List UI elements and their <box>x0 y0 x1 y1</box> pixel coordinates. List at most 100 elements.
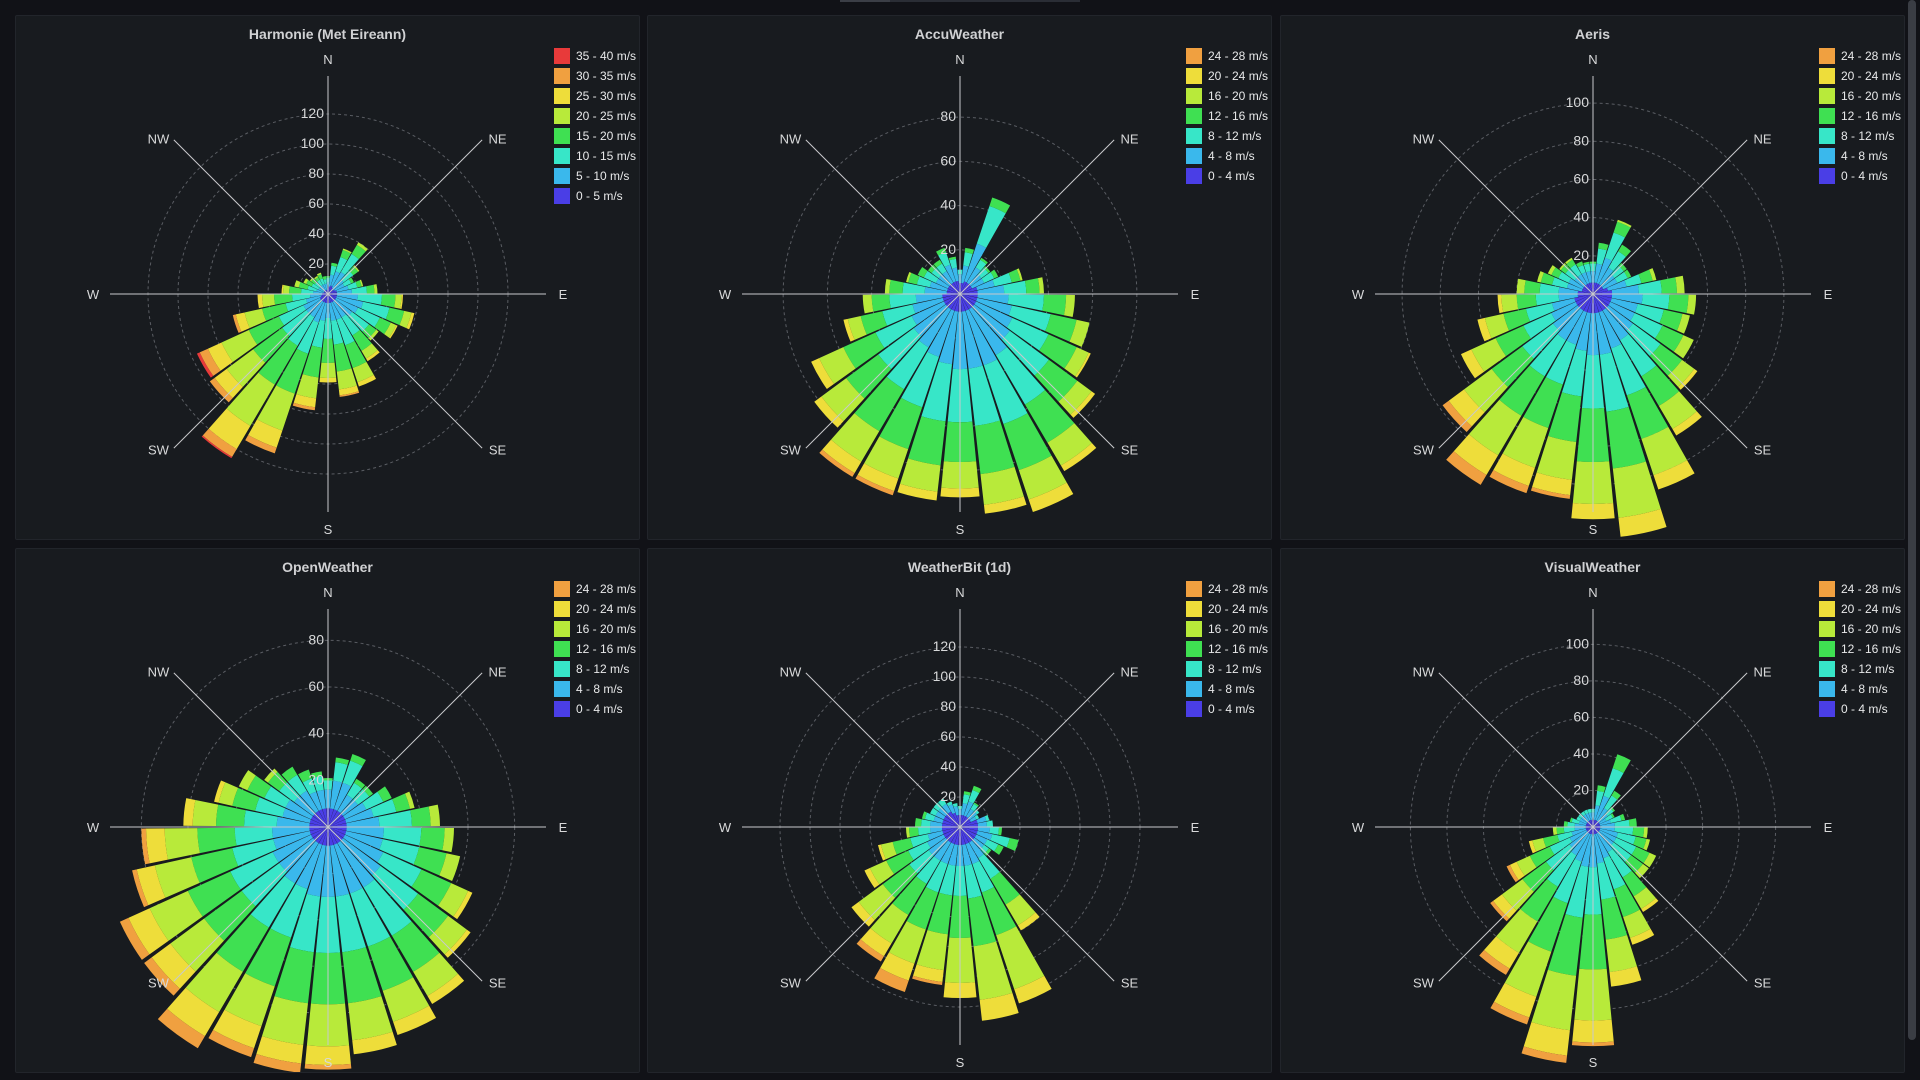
legend-label[interactable]: 20 - 24 m/s <box>1841 602 1901 616</box>
page-scrollbar[interactable] <box>1908 0 1916 1040</box>
wind-bar-segment <box>1624 269 1632 279</box>
legend-label[interactable]: 0 - 4 m/s <box>1841 169 1888 183</box>
wind-bar-segment <box>1448 389 1485 427</box>
legend-label[interactable]: 12 - 16 m/s <box>1208 642 1268 656</box>
wind-bar-segment <box>295 843 323 889</box>
legend-label[interactable]: 8 - 12 m/s <box>1841 129 1894 143</box>
legend-label[interactable]: 8 - 12 m/s <box>1841 662 1894 676</box>
wind-bar-segment <box>244 308 267 329</box>
wind-bar-segment <box>290 893 321 953</box>
wind-bar-segment <box>1649 268 1657 281</box>
wind-bar-segment <box>333 782 351 811</box>
legend-label[interactable]: 0 - 4 m/s <box>1208 702 1255 716</box>
legend-label[interactable]: 16 - 20 m/s <box>1208 622 1268 636</box>
wind-bar-segment <box>897 483 938 501</box>
wind-bar-segment <box>405 791 415 809</box>
legend-label[interactable]: 20 - 24 m/s <box>576 602 636 616</box>
wind-bar-segment <box>330 301 342 320</box>
legend-label[interactable]: 30 - 35 m/s <box>576 69 636 83</box>
wind-bar-segment <box>1643 827 1648 838</box>
wind-bar-segment <box>970 278 985 289</box>
legend-label[interactable]: 4 - 8 m/s <box>1841 149 1888 163</box>
legend-label[interactable]: 16 - 20 m/s <box>1841 622 1901 636</box>
wind-bar-segment <box>1460 349 1485 379</box>
wind-bar-segment <box>928 264 937 273</box>
panel-title[interactable]: WeatherBit (1d) <box>907 559 1012 575</box>
legend-swatch <box>554 188 570 204</box>
wind-bar-segment <box>1584 809 1589 815</box>
wind-bar-segment <box>208 1030 255 1058</box>
wind-bar-segment <box>1603 768 1624 799</box>
wind-bar-segment <box>336 289 352 294</box>
legend-label[interactable]: 12 - 16 m/s <box>576 642 636 656</box>
wind-bar-segment <box>1630 312 1663 339</box>
legend-label[interactable]: 0 - 4 m/s <box>1208 169 1255 183</box>
legend-label[interactable]: 4 - 8 m/s <box>1841 682 1888 696</box>
wind-bar-segment <box>311 278 317 285</box>
wind-bar-segment <box>964 243 987 283</box>
wind-bar-segment <box>1581 272 1590 285</box>
wind-bar-segment <box>968 274 982 287</box>
legend-label[interactable]: 35 - 40 m/s <box>576 49 636 63</box>
wind-bar-segment <box>870 903 909 944</box>
radial-tick-label: 60 <box>1573 170 1589 186</box>
wind-bar-segment <box>355 280 362 288</box>
legend-label[interactable]: 20 - 24 m/s <box>1208 69 1268 83</box>
legend-label[interactable]: 0 - 4 m/s <box>1841 702 1888 716</box>
legend-label[interactable]: 8 - 12 m/s <box>1208 129 1261 143</box>
wind-bar-segment <box>356 242 368 252</box>
wind-bar-segment <box>207 342 233 371</box>
direction-label: W <box>719 287 732 302</box>
wind-bar-segment <box>1516 855 1537 876</box>
legend-label[interactable]: 12 - 16 m/s <box>1841 642 1901 656</box>
wind-bar-segment <box>214 368 243 398</box>
wind-bar-segment <box>822 439 862 474</box>
wind-bar-segment <box>1558 294 1579 301</box>
wind-bar-segment <box>330 265 337 276</box>
legend-label[interactable]: 8 - 12 m/s <box>576 662 629 676</box>
legend-label[interactable]: 16 - 20 m/s <box>1841 89 1901 103</box>
wind-bar-segment <box>1521 1046 1568 1063</box>
wind-bar-segment <box>1028 482 1074 513</box>
legend-label[interactable]: 20 - 24 m/s <box>1208 602 1268 616</box>
wind-bar-segment <box>871 294 891 312</box>
panel-title[interactable]: Harmonie (Met Eireann) <box>248 26 407 42</box>
legend-label[interactable]: 0 - 5 m/s <box>576 189 623 203</box>
legend-label[interactable]: 24 - 28 m/s <box>1208 582 1268 596</box>
legend-label[interactable]: 8 - 12 m/s <box>1208 662 1261 676</box>
legend-label[interactable]: 4 - 8 m/s <box>1208 149 1255 163</box>
direction-label: SE <box>1754 443 1772 458</box>
panel-openweather: OpenWeather N NE E SE S SW W NW 20 40 60 80 24 - 28 … <box>15 548 640 1073</box>
panel-title[interactable]: AccuWeather <box>914 26 1005 42</box>
wind-bar-segment <box>986 820 993 827</box>
legend-label[interactable]: 12 - 16 m/s <box>1841 109 1901 123</box>
wind-bar-segment <box>990 834 1010 848</box>
legend-label[interactable]: 4 - 8 m/s <box>1208 682 1255 696</box>
radial-tick-label: 60 <box>1573 708 1589 724</box>
wind-bar-segment <box>1446 451 1487 485</box>
legend-label[interactable]: 24 - 28 m/s <box>1841 49 1901 63</box>
legend-label[interactable]: 12 - 16 m/s <box>1208 109 1268 123</box>
radial-tick-label: 60 <box>308 195 324 211</box>
wind-bar-segment <box>351 286 367 294</box>
panel-title[interactable]: Aeris <box>1574 26 1611 42</box>
panel-title[interactable]: VisualWeather <box>1544 559 1641 575</box>
legend-label[interactable]: 0 - 4 m/s <box>576 702 623 716</box>
wind-bar-segment <box>1516 294 1537 310</box>
legend-label[interactable]: 16 - 20 m/s <box>576 622 636 636</box>
legend-label[interactable]: 16 - 20 m/s <box>1208 89 1268 103</box>
legend-label[interactable]: 24 - 28 m/s <box>576 582 636 596</box>
wind-bar-segment <box>1608 251 1626 272</box>
legend-label[interactable]: 20 - 24 m/s <box>1841 69 1901 83</box>
legend-label[interactable]: 5 - 10 m/s <box>576 169 629 183</box>
legend-label[interactable]: 25 - 30 m/s <box>576 89 636 103</box>
panel-title[interactable]: OpenWeather <box>282 559 373 575</box>
legend-label[interactable]: 20 - 25 m/s <box>576 109 636 123</box>
legend-label[interactable]: 10 - 15 m/s <box>576 149 636 163</box>
legend-label[interactable]: 24 - 28 m/s <box>1841 582 1901 596</box>
wind-bar-segment <box>374 317 391 335</box>
legend-label[interactable]: 4 - 8 m/s <box>576 682 623 696</box>
legend-label[interactable]: 15 - 20 m/s <box>576 129 636 143</box>
legend-label[interactable]: 24 - 28 m/s <box>1208 49 1268 63</box>
wind-bar-segment <box>912 975 943 985</box>
